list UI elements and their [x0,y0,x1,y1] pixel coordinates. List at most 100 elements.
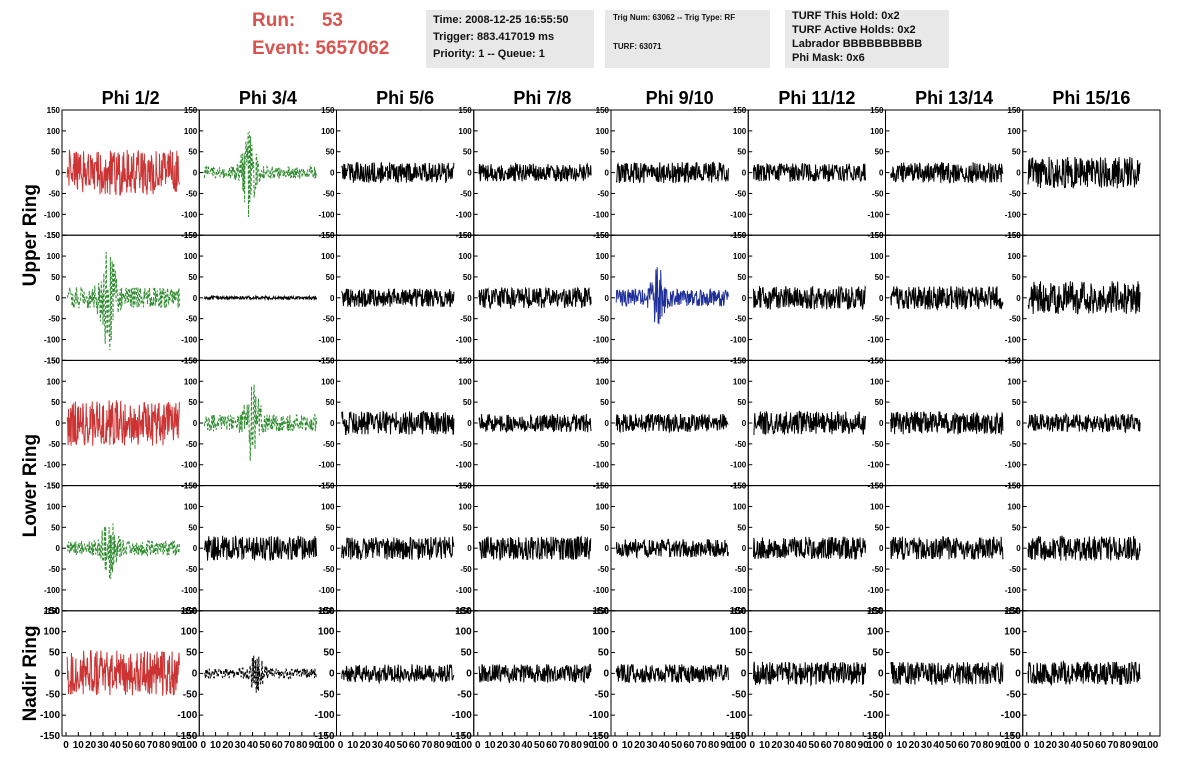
y-tick-label: -100 [318,210,335,219]
x-tick-label: 70 [558,740,570,751]
y-tick-label: 100 [184,252,198,261]
y-tick-label: -50 [460,440,472,449]
column-title: Phi 3/4 [239,88,297,108]
x-tick-label: 30 [509,740,521,751]
y-tick-label: 50 [51,148,60,157]
y-tick-label: -100 [1005,461,1022,470]
x-tick-label: 0 [338,740,344,751]
y-tick-label: 50 [188,398,197,407]
y-tick-label: -150 [44,356,61,365]
y-tick-label: -100 [867,461,884,470]
waveform-trace [753,285,867,310]
run-line: Run: 53 [252,10,343,32]
x-tick-label: 100 [181,740,198,751]
y-tick-label: -100 [44,210,61,219]
x-tick-label: 40 [110,740,122,751]
x-tick-label: 90 [858,740,870,751]
column-title: Phi 15/16 [1052,88,1130,108]
y-tick-label: 150 [867,606,884,617]
y-tick-label: 50 [598,648,610,659]
y-tick-label: -100 [456,461,473,470]
waveform-trace [753,410,867,436]
y-tick-label: -150 [867,607,884,616]
y-tick-label: 150 [318,606,335,617]
x-tick-label: 10 [896,740,908,751]
y-tick-label: -50 [1009,440,1021,449]
y-tick-label: -150 [593,607,610,616]
y-tick-label: 50 [463,148,472,157]
y-tick-label: -150 [1005,231,1022,240]
trig-num-text: Trig Num: 63062 -- Trig Type: RF [613,13,736,22]
y-tick-label: 0 [879,544,884,553]
labrador-text: Labrador BBBBBBBBBB [792,38,923,50]
y-tick-label: 100 [596,377,610,386]
y-tick-label: -50 [872,440,884,449]
y-tick-label: 150 [1007,482,1021,491]
x-tick-label: 10 [347,740,359,751]
y-tick-label: 150 [1007,106,1021,115]
y-tick-label: 50 [49,648,61,659]
y-tick-label: 150 [43,606,60,617]
y-tick-label: -50 [872,565,884,574]
waveform-trace [66,251,180,351]
x-tick-label: 0 [887,740,893,751]
y-tick-label: 150 [184,482,198,491]
y-tick-label: 50 [1012,148,1021,157]
waveform-trace [1027,535,1141,561]
y-tick-label: 50 [737,398,746,407]
waveform-trace [615,664,729,684]
y-tick-label: 100 [458,502,472,511]
x-tick-label: 30 [372,740,384,751]
x-tick-label: 50 [1083,740,1095,751]
y-tick-label: -100 [318,336,335,345]
x-tick-label: 0 [1024,740,1030,751]
x-tick-label: 60 [683,740,695,751]
y-tick-label: -100 [456,336,473,345]
y-tick-label: -100 [730,461,747,470]
y-tick-label: 150 [1007,231,1021,240]
y-tick-label: 50 [326,398,335,407]
y-tick-label: 0 [56,294,61,303]
x-tick-label: 100 [1142,740,1159,751]
y-tick-label: 100 [318,627,335,638]
y-tick-label: 150 [592,606,609,617]
y-tick-label: -150 [726,731,746,742]
trigger-text: Trigger: 883.417019 ms [433,31,555,43]
y-tick-label: -100 [593,210,610,219]
y-tick-label: -50 [1006,689,1021,700]
y-tick-label: 0 [193,169,198,178]
x-tick-label: 60 [134,740,146,751]
y-tick-label: -100 [1005,586,1022,595]
y-tick-label: -100 [181,586,198,595]
y-tick-label: 150 [184,231,198,240]
y-tick-label: 0 [879,419,884,428]
waveform-trace [890,535,1004,560]
y-tick-label: 100 [870,377,884,386]
y-tick-label: 150 [733,482,747,491]
y-tick-label: 150 [458,231,472,240]
y-tick-label: -50 [320,689,335,700]
y-tick-label: -100 [318,586,335,595]
y-tick-label: 150 [596,482,610,491]
x-tick-label: 40 [521,740,533,751]
y-tick-label: 0 [467,419,472,428]
y-tick-label: 100 [184,127,198,136]
y-tick-label: -50 [323,440,335,449]
waveform-trace [341,288,455,308]
y-tick-label: 100 [455,627,472,638]
x-tick-label: 0 [63,740,69,751]
y-tick-label: -100 [44,461,61,470]
y-tick-label: 150 [596,231,610,240]
x-tick-label: 0 [612,740,618,751]
y-tick-label: 50 [188,523,197,532]
y-tick-label: -50 [869,689,884,700]
y-tick-label: 150 [730,606,747,617]
priority-text: Priority: 1 -- Queue: 1 [433,48,545,60]
x-tick-label: 70 [696,740,708,751]
x-tick-label: 30 [646,740,658,751]
x-tick-label: 70 [284,740,296,751]
y-tick-label: 50 [735,648,747,659]
y-tick-label: 0 [467,169,472,178]
x-tick-label: 80 [983,740,995,751]
